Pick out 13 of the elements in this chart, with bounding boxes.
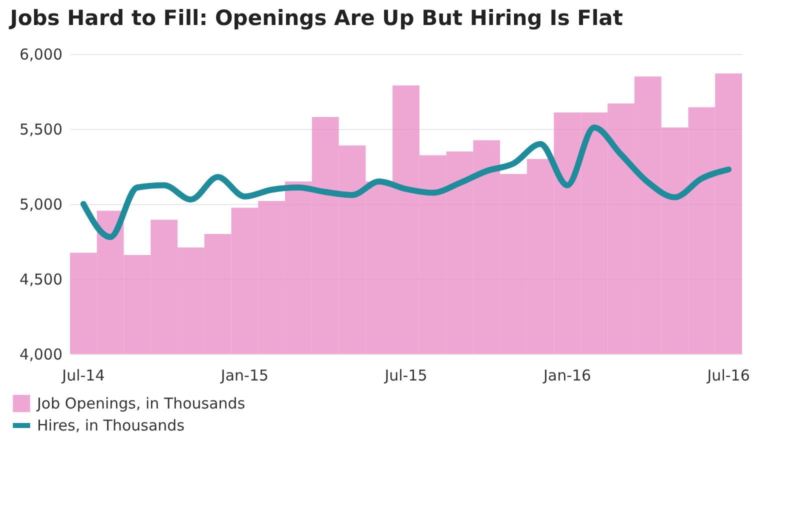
legend-label: Job Openings, in Thousands xyxy=(36,394,246,412)
legend-label: Hires, in Thousands xyxy=(37,416,185,434)
y-tick-label: 5,000 xyxy=(20,196,62,214)
y-tick-label: 6,000 xyxy=(20,46,62,64)
x-tick-label: Jan-16 xyxy=(542,366,592,384)
y-tick-label: 4,500 xyxy=(20,270,62,288)
x-tick-label: Jul-16 xyxy=(706,366,750,384)
chart-title: Jobs Hard to Fill: Openings Are Up But Hiring Is Flat xyxy=(8,6,623,30)
x-tick-label: Jul-15 xyxy=(384,366,428,384)
x-tick-label: Jul-14 xyxy=(61,366,105,384)
x-tick-label: Jan-15 xyxy=(220,366,269,384)
y-tick-label: 5,500 xyxy=(20,120,62,138)
y-tick-label: 4,000 xyxy=(20,346,62,364)
